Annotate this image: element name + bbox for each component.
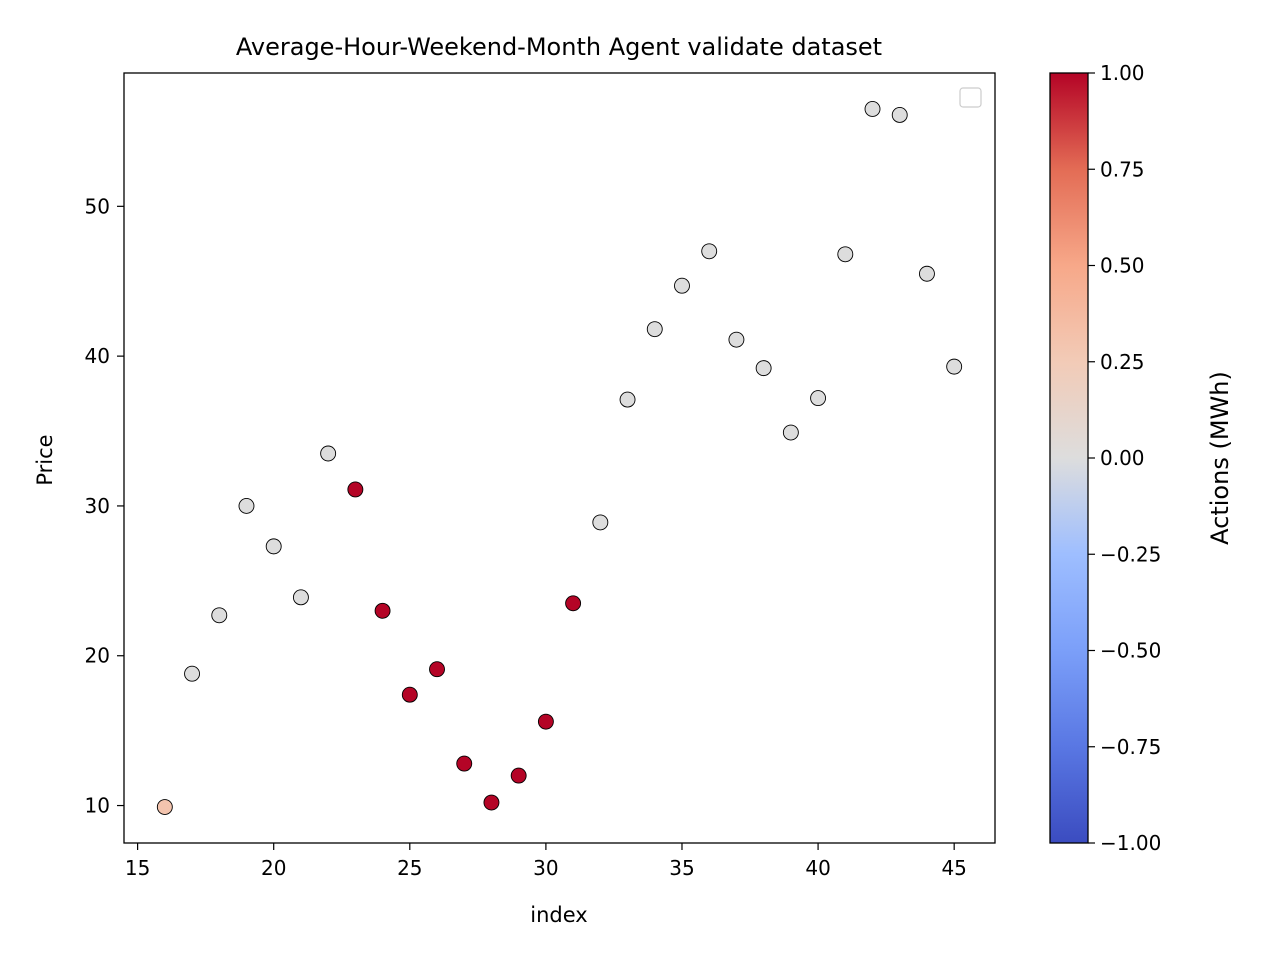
y-tick-label: 40 <box>85 344 110 368</box>
colorbar-tick-label: −0.75 <box>1100 735 1161 759</box>
x-tick-label: 20 <box>261 856 286 880</box>
data-point <box>919 265 935 282</box>
data-point <box>782 424 799 441</box>
data-point <box>619 391 636 408</box>
colorbar-tick-label: 0.50 <box>1100 254 1145 278</box>
data-point <box>211 607 228 624</box>
data-point <box>401 686 418 703</box>
x-tick-label: 25 <box>397 856 422 880</box>
data-point <box>456 755 473 772</box>
data-point <box>510 767 527 784</box>
x-tick-label: 40 <box>805 856 830 880</box>
data-point <box>646 321 663 338</box>
data-point <box>701 243 718 260</box>
colorbar-tick-label: 1.00 <box>1100 61 1145 85</box>
legend-box <box>959 87 982 108</box>
data-point <box>265 538 282 555</box>
data-point <box>592 514 609 531</box>
x-axis-label: index <box>530 903 587 927</box>
data-point <box>429 661 445 678</box>
colorbar-tick-label: −1.00 <box>1100 831 1161 855</box>
x-axis-ticks: 15 20 25 30 35 40 45 <box>125 843 967 880</box>
data-point <box>864 101 881 117</box>
colorbar: 1.00 0.75 0.50 0.25 0.00 −0.25 −0.50 −0.75 −1.00… <box>1049 61 1234 855</box>
data-point <box>755 360 772 377</box>
y-tick-label: 20 <box>85 644 110 668</box>
data-point <box>184 665 200 682</box>
data-point <box>374 602 391 619</box>
data-point <box>565 595 582 612</box>
data-point <box>156 799 173 815</box>
y-tick-label: 50 <box>85 194 110 218</box>
y-tick-label: 10 <box>85 794 110 818</box>
colorbar-tick-label: −0.50 <box>1100 639 1161 663</box>
data-point <box>728 331 745 348</box>
colorbar-label: Actions (MWh) <box>1206 371 1234 545</box>
x-tick-label: 45 <box>941 856 966 880</box>
data-point <box>320 445 337 462</box>
y-tick-label: 30 <box>85 494 110 518</box>
data-point <box>674 277 690 294</box>
data-point <box>292 589 309 606</box>
x-tick-label: 15 <box>125 856 150 880</box>
colorbar-ticks: 1.00 0.75 0.50 0.25 0.00 −0.25 −0.50 −0.75 −1.00 <box>1088 61 1161 855</box>
y-axis-ticks: 10 20 30 40 50 <box>85 194 124 818</box>
data-point <box>891 106 908 123</box>
data-point <box>347 481 364 498</box>
data-point <box>537 713 554 730</box>
data-point <box>837 246 854 263</box>
chart-title: Average-Hour-Weekend-Month Agent validat… <box>236 33 882 61</box>
data-points <box>156 101 963 815</box>
colorbar-tick-label: 0.75 <box>1100 157 1145 181</box>
colorbar-tick-label: −0.25 <box>1100 542 1161 566</box>
data-point <box>810 390 827 407</box>
plot-area: 15 20 25 30 35 40 45 10 20 30 40 50 <box>85 72 996 880</box>
colorbar-tick-label: 0.25 <box>1100 350 1145 374</box>
y-axis-label: Price <box>33 434 57 485</box>
data-point <box>483 794 500 811</box>
plot-frame <box>123 72 996 844</box>
data-point <box>946 358 963 375</box>
data-point <box>238 497 255 514</box>
colorbar-gradient <box>1049 72 1089 844</box>
x-tick-label: 35 <box>669 856 694 880</box>
colorbar-tick-label: 0.00 <box>1100 446 1145 470</box>
x-tick-label: 30 <box>533 856 558 880</box>
